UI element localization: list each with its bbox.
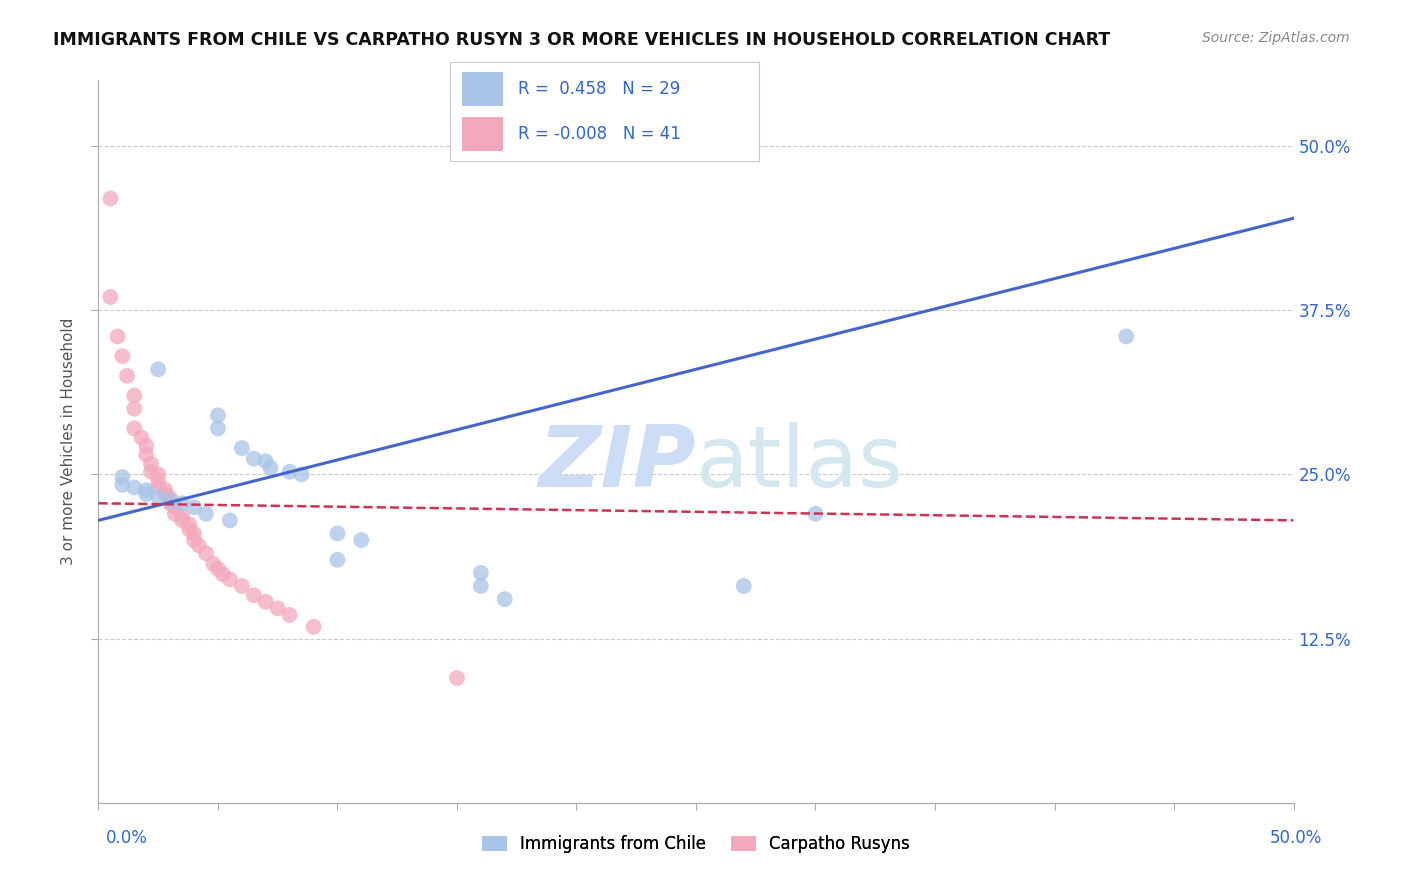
Legend: Immigrants from Chile, Carpatho Rusyns: Immigrants from Chile, Carpatho Rusyns xyxy=(475,828,917,860)
Point xyxy=(187,538,209,552)
Point xyxy=(231,579,253,593)
FancyBboxPatch shape xyxy=(463,118,502,151)
Point xyxy=(804,507,827,521)
Point xyxy=(107,329,129,343)
Point xyxy=(207,562,229,576)
Point xyxy=(111,470,134,484)
FancyBboxPatch shape xyxy=(463,72,502,105)
Point xyxy=(494,592,516,607)
Point xyxy=(195,507,218,521)
Text: ZIP: ZIP xyxy=(538,422,696,505)
Point xyxy=(291,467,314,482)
Point xyxy=(326,526,349,541)
Point xyxy=(124,481,146,495)
Point xyxy=(155,483,177,497)
Point xyxy=(254,595,277,609)
Point xyxy=(163,507,186,521)
Point xyxy=(195,546,218,560)
Text: 50.0%: 50.0% xyxy=(1270,829,1322,847)
Point xyxy=(111,349,134,363)
Point xyxy=(211,567,233,582)
Point xyxy=(148,481,170,495)
Point xyxy=(326,553,349,567)
Point xyxy=(219,573,242,587)
Point xyxy=(470,579,492,593)
Point xyxy=(267,601,290,615)
Point xyxy=(219,513,242,527)
Y-axis label: 3 or more Vehicles in Household: 3 or more Vehicles in Household xyxy=(60,318,76,566)
Point xyxy=(159,493,181,508)
Point xyxy=(172,496,194,510)
Point xyxy=(183,500,205,515)
Point xyxy=(124,421,146,435)
Point xyxy=(139,465,162,479)
Point xyxy=(111,478,134,492)
Point xyxy=(172,509,194,524)
Point xyxy=(243,588,266,602)
Text: IMMIGRANTS FROM CHILE VS CARPATHO RUSYN 3 OR MORE VEHICLES IN HOUSEHOLD CORRELAT: IMMIGRANTS FROM CHILE VS CARPATHO RUSYN … xyxy=(53,31,1111,49)
Point xyxy=(183,526,205,541)
Point xyxy=(302,620,325,634)
Point xyxy=(98,290,122,304)
Point xyxy=(98,192,122,206)
Point xyxy=(155,487,177,501)
Point xyxy=(231,441,253,455)
Point xyxy=(202,557,225,571)
Point xyxy=(179,523,201,537)
Point xyxy=(124,388,146,402)
Point xyxy=(135,448,157,462)
Text: 0.0%: 0.0% xyxy=(105,829,148,847)
Point xyxy=(135,483,157,497)
Point xyxy=(159,496,181,510)
Text: Source: ZipAtlas.com: Source: ZipAtlas.com xyxy=(1202,31,1350,45)
Point xyxy=(172,513,194,527)
Text: atlas: atlas xyxy=(696,422,904,505)
Point xyxy=(124,401,146,416)
Point xyxy=(163,500,186,515)
Point xyxy=(350,533,373,547)
Point xyxy=(1115,329,1137,343)
Point xyxy=(259,460,281,475)
Point xyxy=(183,533,205,547)
Point xyxy=(115,368,138,383)
Point xyxy=(446,671,468,685)
Point xyxy=(135,438,157,452)
Point xyxy=(278,465,301,479)
Point xyxy=(733,579,755,593)
Point xyxy=(278,607,301,622)
Point xyxy=(243,451,266,466)
Point xyxy=(207,409,229,423)
Point xyxy=(135,487,157,501)
Point xyxy=(148,362,170,376)
Point xyxy=(148,490,170,504)
Point xyxy=(148,467,170,482)
Text: R =  0.458   N = 29: R = 0.458 N = 29 xyxy=(517,80,681,98)
Point xyxy=(470,566,492,580)
Point xyxy=(131,431,153,445)
Point xyxy=(207,421,229,435)
Point xyxy=(148,474,170,488)
Text: R = -0.008   N = 41: R = -0.008 N = 41 xyxy=(517,125,681,143)
Point xyxy=(159,491,181,505)
Point xyxy=(179,517,201,532)
Point xyxy=(139,457,162,471)
Point xyxy=(254,454,277,468)
